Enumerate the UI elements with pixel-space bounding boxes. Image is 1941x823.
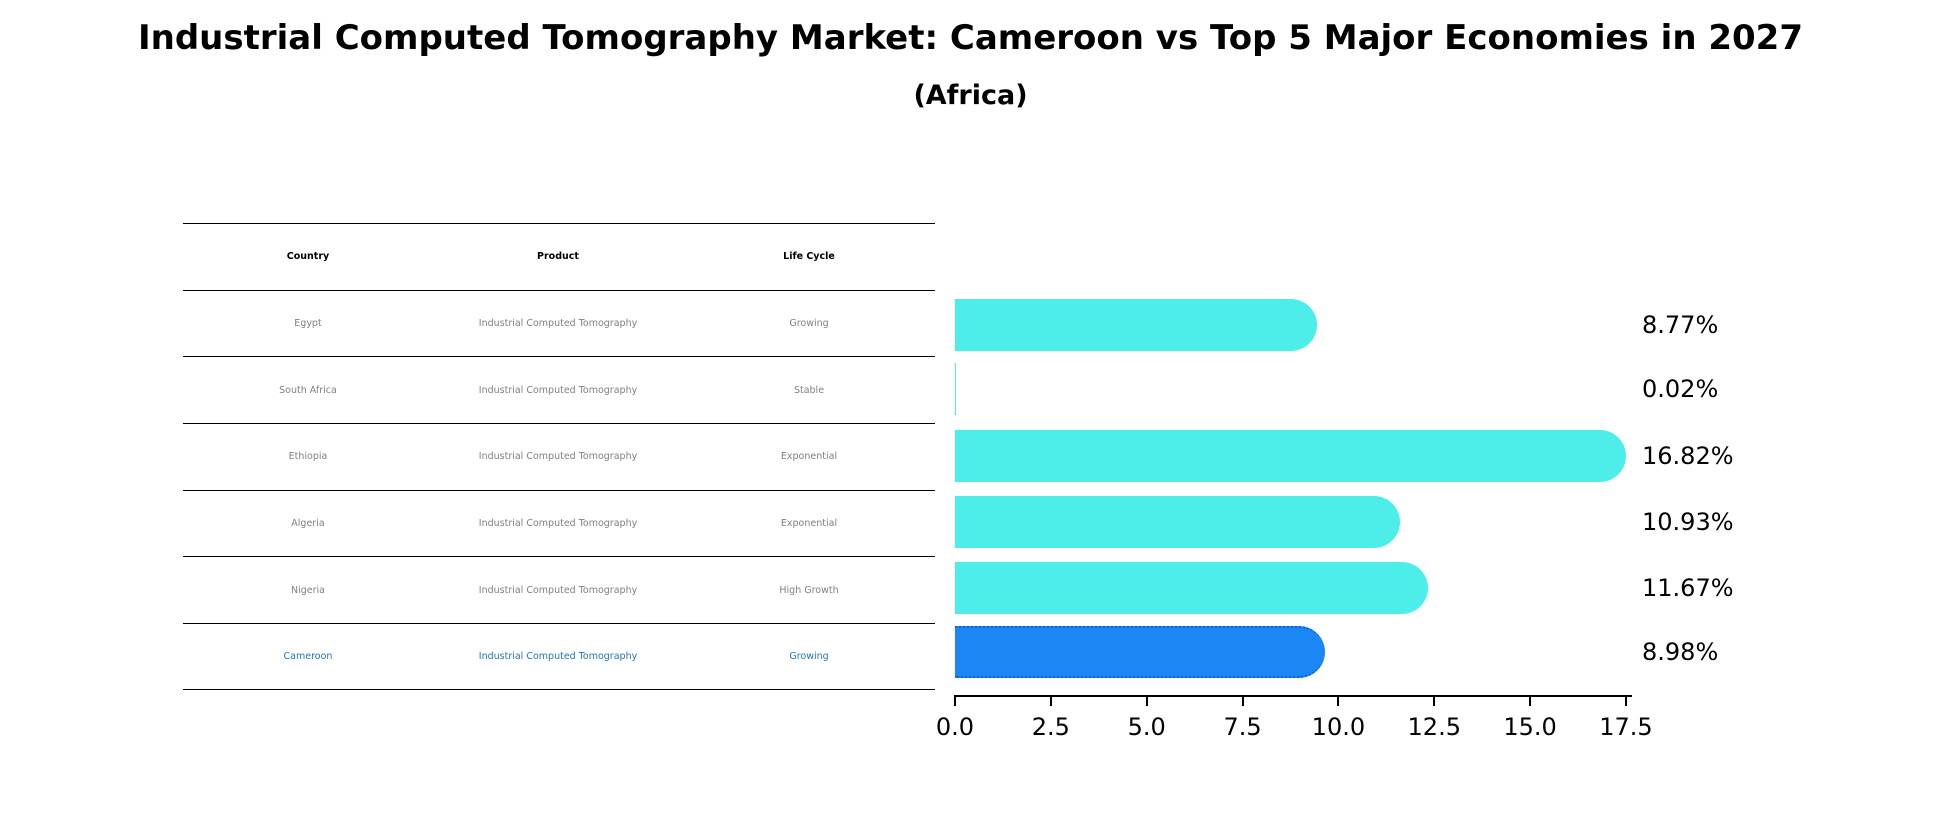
bar-algeria bbox=[955, 496, 1401, 548]
table-row-highlighted: Cameroon Industrial Computed Tomography … bbox=[183, 623, 935, 690]
x-tick-label: 2.5 bbox=[1031, 713, 1070, 741]
country-table: Country Product Life Cycle Egypt Industr… bbox=[183, 223, 935, 690]
x-tick-label: 10.0 bbox=[1311, 713, 1366, 741]
header-country: Country bbox=[286, 251, 330, 263]
x-tick-label: 12.5 bbox=[1407, 713, 1461, 741]
value-label: 0.02% bbox=[1642, 375, 1719, 403]
x-tick bbox=[1241, 696, 1244, 706]
cell-country: Cameroon bbox=[283, 650, 333, 662]
x-tick bbox=[1049, 696, 1052, 706]
x-tick bbox=[1337, 696, 1340, 706]
x-tick bbox=[1145, 696, 1148, 706]
table-row: Egypt Industrial Computed Tomography Gro… bbox=[183, 289, 935, 357]
cell-product: Industrial Computed Tomography bbox=[478, 518, 638, 530]
header-life-cycle: Life Cycle bbox=[783, 251, 835, 263]
cell-life-cycle: Growing bbox=[789, 318, 829, 330]
cell-life-cycle: Exponential bbox=[780, 451, 838, 463]
cell-life-cycle: Exponential bbox=[780, 518, 838, 530]
value-label: 8.77% bbox=[1642, 311, 1719, 339]
bar-ethiopia bbox=[955, 430, 1626, 482]
x-axis-line bbox=[954, 695, 1632, 697]
x-tick-label: 15.0 bbox=[1503, 713, 1557, 741]
table-row: Nigeria Industrial Computed Tomography H… bbox=[183, 556, 935, 623]
cell-country: Algeria bbox=[291, 518, 325, 530]
x-tick-label: 0.0 bbox=[935, 713, 975, 741]
cell-country: South Africa bbox=[279, 384, 337, 396]
table-row: Algeria Industrial Computed Tomography E… bbox=[183, 489, 935, 557]
cell-country: Egypt bbox=[294, 318, 322, 330]
cell-country: Ethiopia bbox=[288, 451, 328, 463]
value-label: 8.98% bbox=[1642, 638, 1719, 666]
value-label: 16.82% bbox=[1642, 442, 1734, 470]
x-tick-label: 17.5 bbox=[1599, 713, 1653, 741]
cell-life-cycle: High Growth bbox=[779, 584, 839, 596]
header-product: Product bbox=[537, 251, 579, 263]
bar-south-africa bbox=[955, 363, 956, 415]
chart-title: Industrial Computed Tomography Market: C… bbox=[137, 18, 1803, 58]
cell-life-cycle: Growing bbox=[789, 650, 829, 662]
chart-subtitle: (Africa) bbox=[913, 80, 1028, 111]
x-tick bbox=[1624, 696, 1627, 706]
cell-product: Industrial Computed Tomography bbox=[478, 451, 638, 463]
x-tick bbox=[1433, 696, 1436, 706]
x-tick bbox=[954, 696, 956, 706]
cell-product: Industrial Computed Tomography bbox=[478, 650, 638, 662]
cell-life-cycle: Stable bbox=[793, 384, 825, 396]
bar-egypt bbox=[955, 299, 1318, 351]
bar-cameroon bbox=[955, 626, 1326, 678]
cell-product: Industrial Computed Tomography bbox=[478, 384, 638, 396]
x-tick bbox=[1529, 696, 1532, 706]
table-header-row: Country Product Life Cycle bbox=[183, 223, 935, 290]
cell-product: Industrial Computed Tomography bbox=[478, 318, 638, 330]
cell-country: Nigeria bbox=[291, 584, 325, 596]
value-label: 11.67% bbox=[1642, 574, 1734, 602]
x-tick-label: 7.5 bbox=[1223, 713, 1262, 741]
cell-product: Industrial Computed Tomography bbox=[478, 584, 638, 596]
x-tick-label: 5.0 bbox=[1127, 713, 1166, 741]
table-row: South Africa Industrial Computed Tomogra… bbox=[183, 356, 935, 423]
bar-nigeria bbox=[955, 562, 1429, 614]
table-row: Ethiopia Industrial Computed Tomography … bbox=[183, 423, 935, 490]
value-label: 10.93% bbox=[1642, 508, 1734, 536]
